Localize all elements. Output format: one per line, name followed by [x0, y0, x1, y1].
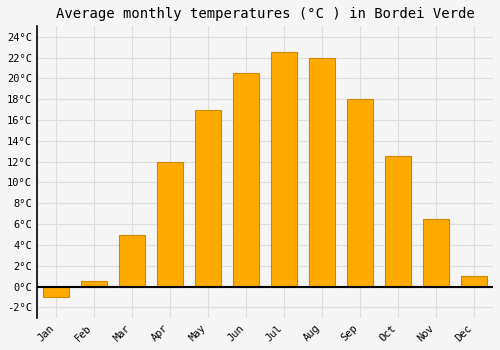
- Bar: [42, 287, 69, 297]
- Bar: [80, 281, 107, 287]
- Bar: [346, 99, 374, 287]
- Bar: [384, 156, 411, 287]
- Bar: [270, 52, 297, 287]
- Bar: [422, 219, 450, 287]
- Bar: [156, 162, 183, 287]
- Title: Average monthly temperatures (°C ) in Bordei Verde: Average monthly temperatures (°C ) in Bo…: [56, 7, 474, 21]
- Bar: [232, 73, 259, 287]
- Bar: [118, 234, 145, 287]
- Bar: [194, 110, 221, 287]
- Bar: [460, 276, 487, 287]
- Bar: [308, 57, 336, 287]
